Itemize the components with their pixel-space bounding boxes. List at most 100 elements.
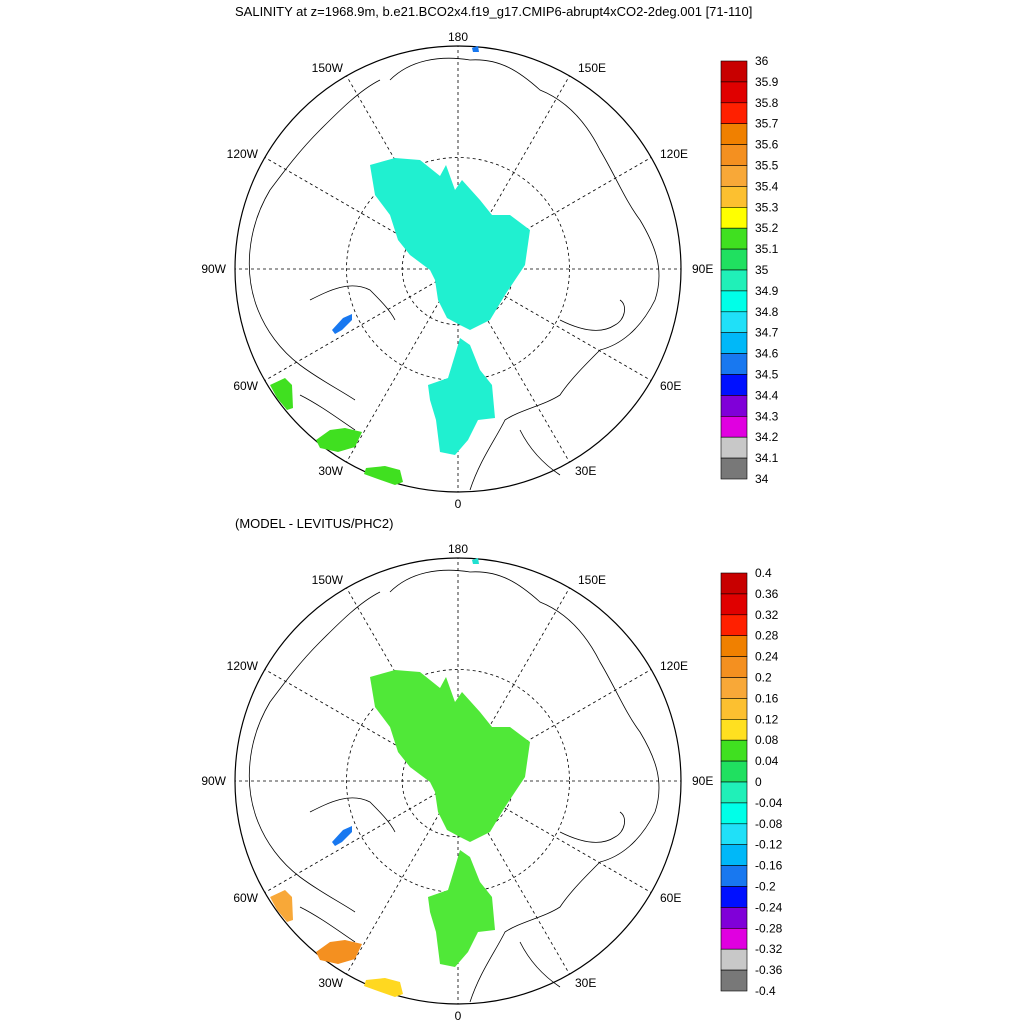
colorbar-label: 34 bbox=[755, 472, 769, 486]
longitude-label-se-60: 30E bbox=[575, 976, 596, 990]
longitude-label-n: 180 bbox=[448, 542, 468, 556]
region-atlantic-mid bbox=[316, 428, 362, 452]
colorbar-swatch bbox=[720, 739, 748, 762]
longitude-label-ne-60: 120E bbox=[660, 659, 688, 673]
colorbar-label: 35.2 bbox=[755, 221, 779, 235]
longitude-label-w: 90W bbox=[201, 774, 226, 788]
colorbar-label: 0.36 bbox=[755, 587, 779, 601]
colorbar-swatch bbox=[720, 165, 748, 187]
coastline bbox=[248, 79, 381, 401]
colorbar-label: 35.8 bbox=[755, 96, 779, 110]
longitude-label-sw-30: 60W bbox=[233, 891, 258, 905]
colorbar-swatch bbox=[720, 395, 748, 417]
longitude-label-s: 0 bbox=[455, 497, 462, 511]
coastline bbox=[389, 569, 660, 1003]
coastline bbox=[299, 394, 356, 431]
coastline bbox=[519, 941, 561, 988]
region-central-arctic-deep bbox=[370, 158, 530, 330]
colorbar-label: -0.32 bbox=[755, 942, 783, 956]
colorbar-label: 34.4 bbox=[755, 388, 779, 402]
colorbar-swatch bbox=[720, 207, 748, 229]
colorbar-label: 34.6 bbox=[755, 347, 779, 361]
longitude-label-se-30: 60E bbox=[660, 379, 681, 393]
meridian-line bbox=[264, 780, 459, 893]
colorbar-swatch bbox=[720, 374, 748, 396]
region-greenland-sea-north bbox=[428, 850, 495, 967]
colorbar-swatch bbox=[720, 656, 748, 678]
colorbar-swatch bbox=[720, 415, 748, 438]
colorbar-swatch bbox=[720, 572, 748, 595]
region-greenland-sea-north bbox=[428, 338, 495, 455]
region-atlantic-east bbox=[364, 466, 403, 485]
region-atlantic-mid bbox=[316, 940, 362, 964]
coastline bbox=[299, 906, 356, 943]
coastline bbox=[389, 57, 660, 491]
colorbar-label: 0.24 bbox=[755, 650, 779, 664]
region-central-arctic-deep bbox=[370, 670, 530, 842]
region-labrador-sea bbox=[332, 314, 352, 334]
colorbar-label: 34.7 bbox=[755, 326, 779, 340]
colorbar-label: 35.7 bbox=[755, 117, 779, 131]
longitude-label-e: 90E bbox=[692, 262, 713, 276]
region-bering-strait bbox=[472, 558, 479, 564]
colorbar-label: 34.8 bbox=[755, 305, 779, 319]
colorbar-label: -0.16 bbox=[755, 859, 783, 873]
colorbar-label: 34.1 bbox=[755, 451, 779, 465]
panel1-title: SALINITY at z=1968.9m, b.e21.BCO2x4.f19_… bbox=[235, 4, 753, 19]
region-labrador-sea bbox=[332, 826, 352, 846]
colorbar-label: 0.32 bbox=[755, 608, 779, 622]
colorbar-swatch bbox=[720, 865, 748, 887]
longitude-label-ne-60: 120E bbox=[660, 147, 688, 161]
colorbar-label: -0.28 bbox=[755, 921, 783, 935]
longitude-label-se-60: 30E bbox=[575, 464, 596, 478]
colorbar-swatch bbox=[720, 60, 748, 83]
colorbar-swatch bbox=[720, 635, 748, 657]
colorbar-swatch bbox=[720, 698, 748, 720]
panel2-title: (MODEL - LEVITUS/PHC2) bbox=[235, 516, 394, 531]
colorbar-swatch bbox=[720, 269, 748, 292]
panel1-map: 180 0 90E 90W 150E 120E 60E 30E 150W 120W 60W 30W 36… bbox=[201, 30, 779, 511]
longitude-label-ne-30: 150E bbox=[578, 61, 606, 75]
colorbar-swatch bbox=[720, 311, 748, 333]
longitude-label-ne-30: 150E bbox=[578, 573, 606, 587]
colorbar-label: -0.08 bbox=[755, 817, 783, 831]
colorbar-label: 0.16 bbox=[755, 691, 779, 705]
colorbar-label: -0.2 bbox=[755, 880, 776, 894]
region-atlantic-east bbox=[364, 978, 403, 997]
longitude-label-nw-30: 150W bbox=[312, 61, 344, 75]
colorbar-label: 0.04 bbox=[755, 754, 779, 768]
colorbar-swatch bbox=[720, 123, 748, 145]
colorbar-swatch bbox=[720, 144, 748, 166]
colorbar-label: 35.3 bbox=[755, 200, 779, 214]
longitude-label-sw-30: 60W bbox=[233, 379, 258, 393]
coastline bbox=[309, 797, 396, 833]
colorbar-swatch bbox=[720, 948, 748, 971]
colorbar-label: 34.3 bbox=[755, 409, 779, 423]
colorbar-label: 36 bbox=[755, 54, 769, 68]
colorbar-swatch bbox=[720, 593, 748, 616]
longitude-label-e: 90E bbox=[692, 774, 713, 788]
colorbar-swatch bbox=[720, 102, 748, 125]
colorbar-swatch bbox=[720, 436, 748, 459]
colorbar-label: 35.5 bbox=[755, 159, 779, 173]
longitude-label-n: 180 bbox=[448, 30, 468, 44]
colorbar-label: 35 bbox=[755, 263, 769, 277]
colorbar-label: 0.4 bbox=[755, 566, 772, 580]
colorbar-label: 35.6 bbox=[755, 138, 779, 152]
colorbar-label: 0.08 bbox=[755, 733, 779, 747]
colorbar-swatch bbox=[720, 823, 748, 845]
colorbar-swatch bbox=[720, 290, 748, 313]
colorbar-label: -0.4 bbox=[755, 984, 776, 998]
region-atlantic-west bbox=[270, 890, 293, 922]
colorbar-swatch bbox=[720, 457, 748, 480]
colorbar-label: 0.28 bbox=[755, 629, 779, 643]
colorbar-label: 34.5 bbox=[755, 368, 779, 382]
colorbar-label: 35.1 bbox=[755, 242, 779, 256]
coastline bbox=[248, 591, 381, 913]
colorbar-label: 0 bbox=[755, 775, 762, 789]
colorbar-swatch bbox=[720, 186, 748, 208]
colorbar-swatch bbox=[720, 907, 748, 929]
longitude-label-se-30: 60E bbox=[660, 891, 681, 905]
coastline bbox=[309, 285, 396, 321]
colorbar-swatch bbox=[720, 969, 748, 992]
